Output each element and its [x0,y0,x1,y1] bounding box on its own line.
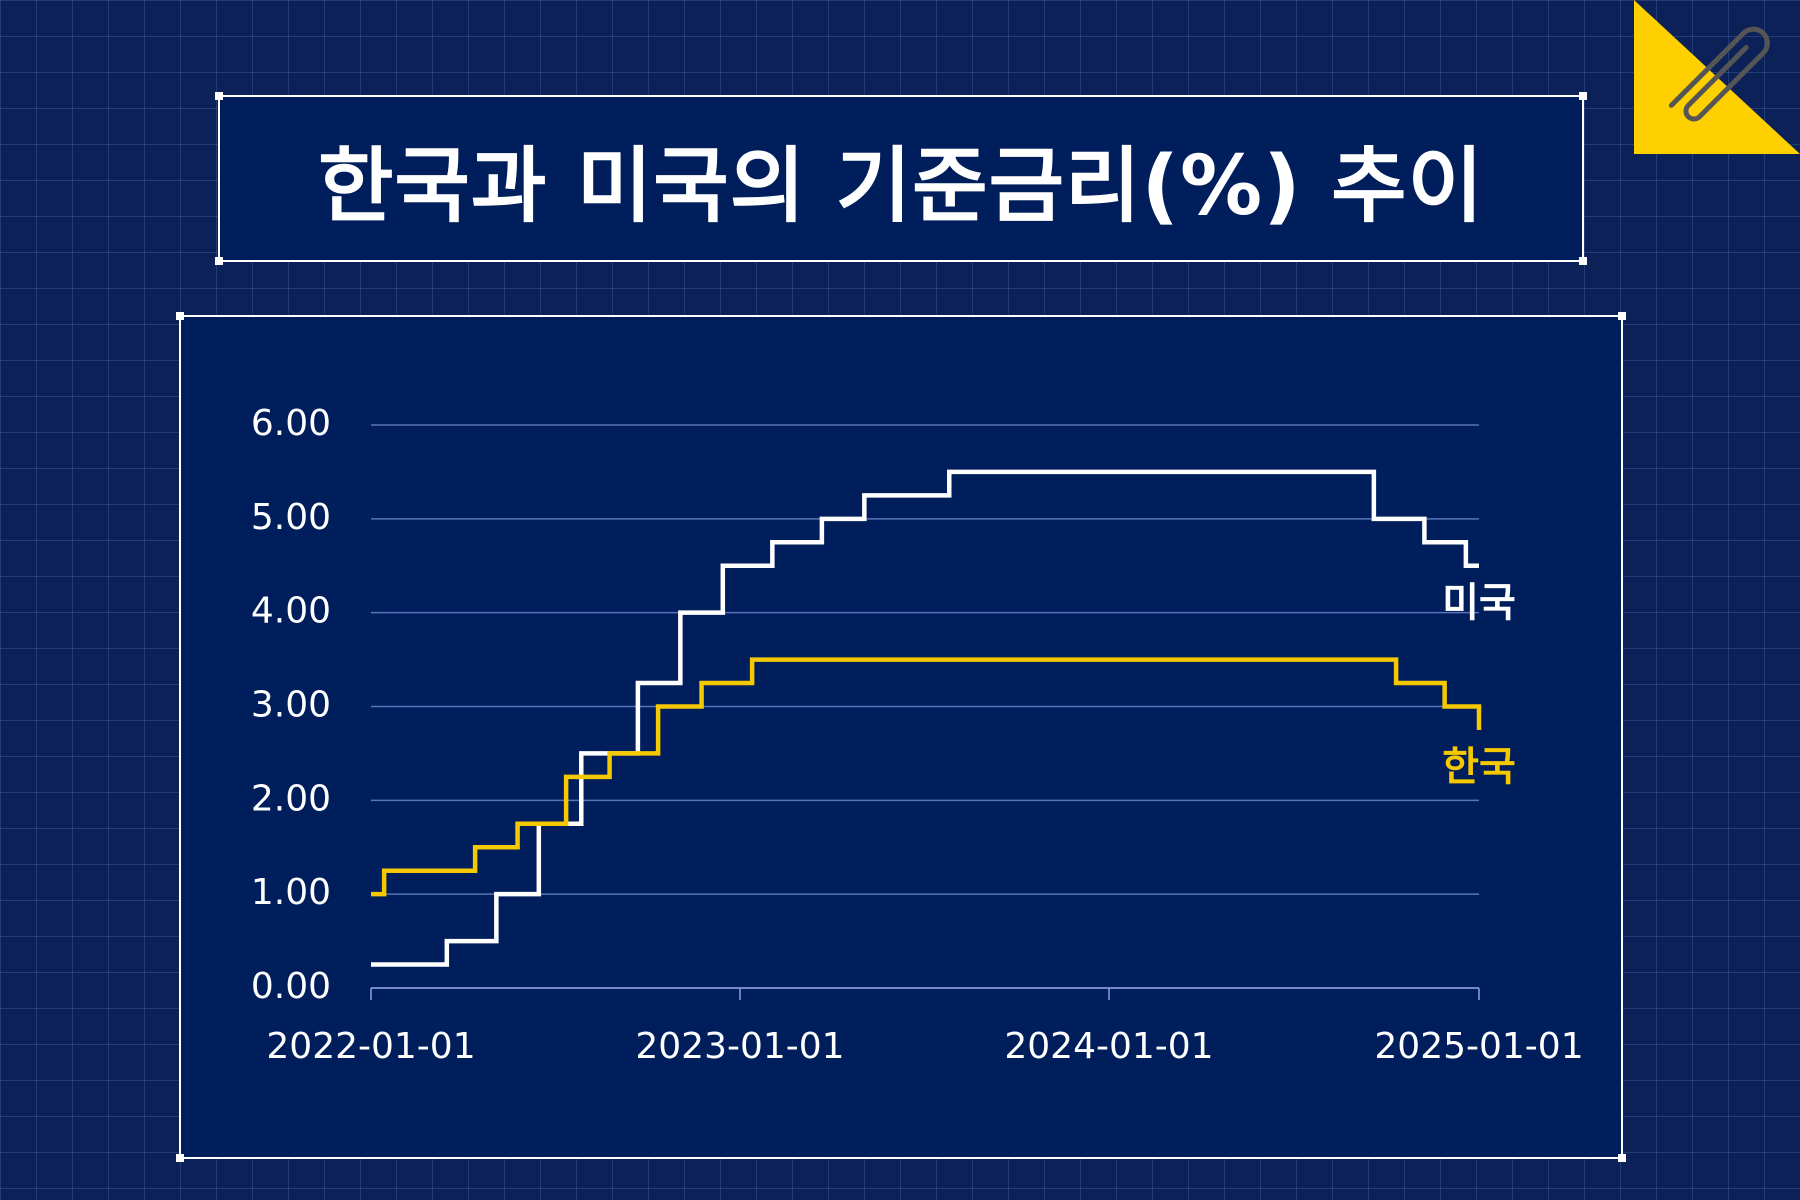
x-tick-label: 2022-01-01 [266,1026,475,1067]
x-tick-label: 2024-01-01 [1004,1026,1213,1067]
paperclip-icon [1668,26,1770,122]
y-tick-label: 4.00 [251,591,331,632]
y-tick-label: 3.00 [251,685,331,726]
y-tick-label: 1.00 [251,872,331,913]
x-tick-label: 2025-01-01 [1374,1026,1583,1067]
title-frame: 한국과 미국의 기준금리(%) 추이 [215,92,1587,265]
series-label: 미국 [1442,580,1516,626]
y-tick-label: 0.00 [251,966,331,1007]
rate-chart: 0.00 1.00 2.00 3.00 4.00 5.00 6.00 2022-01-01 20… [251,403,1584,1067]
y-tick-label: 5.00 [251,497,331,538]
paperclip-badge [1634,0,1800,154]
chart-title: 한국과 미국의 기준금리(%) 추이 [317,139,1485,234]
y-tick-label: 2.00 [251,778,331,819]
series-line [371,469,1479,967]
chart-frame: 0.00 1.00 2.00 3.00 4.00 5.00 6.00 2022-01-01 20… [176,312,1626,1162]
series-label: 한국 [1442,744,1516,790]
series-line [371,657,1482,897]
y-tick-label: 6.00 [251,403,331,444]
x-tick-label: 2023-01-01 [635,1026,844,1067]
